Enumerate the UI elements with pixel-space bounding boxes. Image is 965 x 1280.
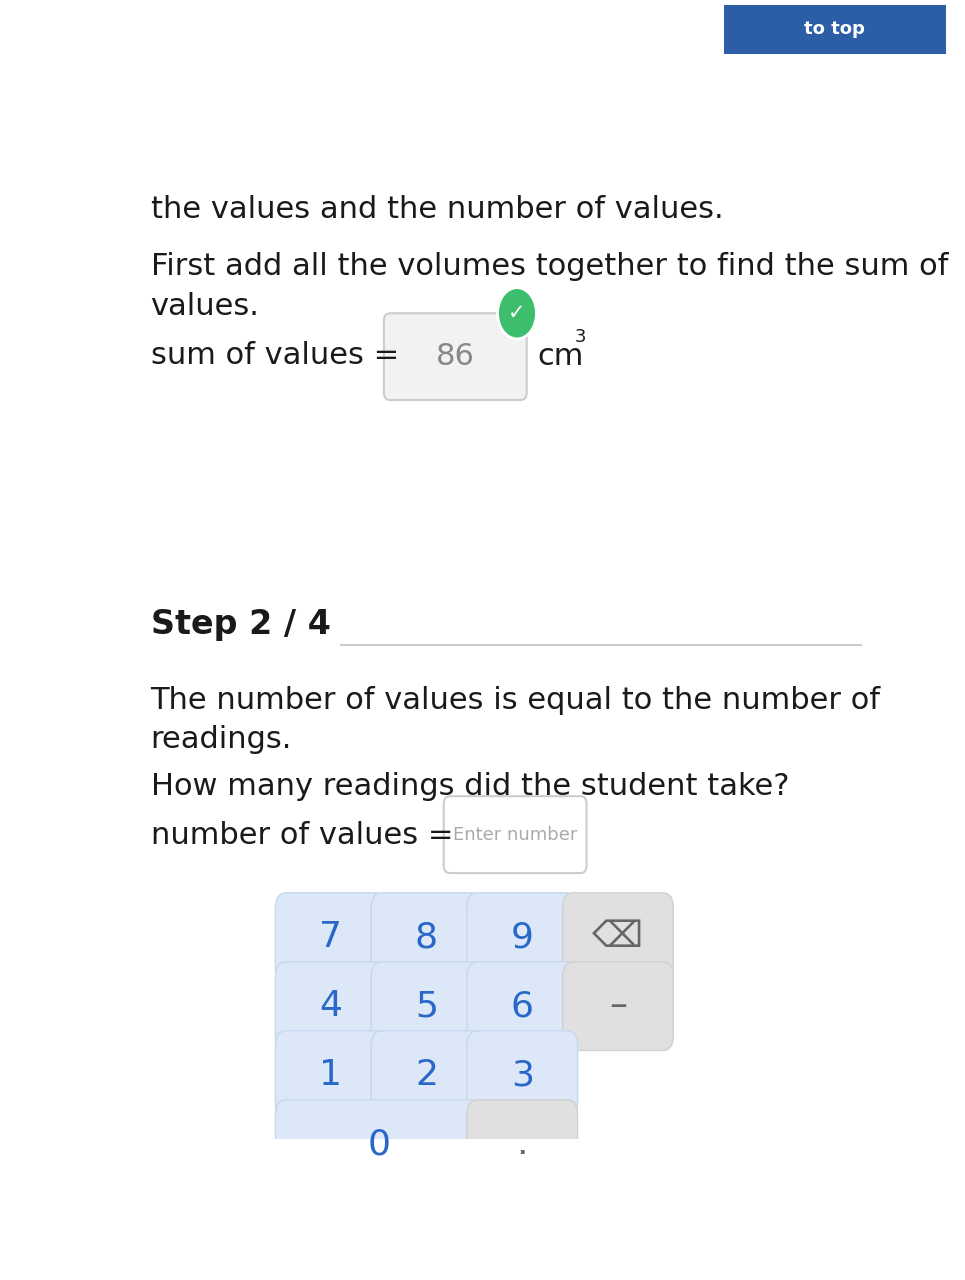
Text: 3: 3 [510, 1059, 534, 1092]
FancyBboxPatch shape [444, 796, 587, 873]
Text: –: – [609, 989, 627, 1023]
FancyBboxPatch shape [372, 893, 482, 982]
FancyBboxPatch shape [372, 1030, 482, 1120]
Text: cm: cm [538, 342, 584, 371]
Text: First add all the volumes together to find the sum of: First add all the volumes together to fi… [151, 252, 948, 282]
Text: to top: to top [804, 20, 866, 38]
Text: 5: 5 [415, 989, 438, 1023]
FancyBboxPatch shape [384, 314, 527, 399]
FancyBboxPatch shape [275, 1030, 386, 1120]
Text: readings.: readings. [151, 726, 292, 754]
Text: How many readings did the student take?: How many readings did the student take? [151, 772, 789, 800]
FancyBboxPatch shape [467, 1030, 578, 1120]
FancyBboxPatch shape [467, 1100, 578, 1188]
Text: The number of values is equal to the number of: The number of values is equal to the num… [151, 686, 880, 714]
Text: 6: 6 [510, 989, 534, 1023]
Text: Enter number: Enter number [453, 826, 577, 844]
Text: ✓: ✓ [509, 303, 526, 324]
Text: 9: 9 [510, 920, 534, 954]
FancyBboxPatch shape [706, 1, 963, 58]
Text: 0: 0 [367, 1128, 390, 1161]
Text: number of values =: number of values = [151, 822, 453, 850]
Text: 3: 3 [574, 328, 586, 346]
Text: 86: 86 [436, 342, 475, 371]
FancyBboxPatch shape [467, 893, 578, 982]
FancyBboxPatch shape [563, 893, 674, 982]
Text: sum of values =: sum of values = [151, 342, 399, 370]
Text: the values and the number of values.: the values and the number of values. [151, 195, 723, 224]
Text: ⌫: ⌫ [593, 920, 644, 954]
FancyBboxPatch shape [275, 893, 386, 982]
FancyBboxPatch shape [467, 961, 578, 1051]
Circle shape [498, 288, 537, 339]
Text: 2: 2 [415, 1059, 438, 1092]
Text: 7: 7 [319, 920, 343, 954]
Text: 8: 8 [415, 920, 438, 954]
Text: Step 2 / 4: Step 2 / 4 [151, 608, 330, 641]
FancyBboxPatch shape [372, 961, 482, 1051]
FancyBboxPatch shape [563, 961, 674, 1051]
Text: values.: values. [151, 292, 260, 320]
Text: .: . [516, 1128, 528, 1161]
FancyBboxPatch shape [275, 961, 386, 1051]
FancyBboxPatch shape [275, 1100, 482, 1188]
Text: 4: 4 [319, 989, 343, 1023]
Text: 1: 1 [319, 1059, 343, 1092]
